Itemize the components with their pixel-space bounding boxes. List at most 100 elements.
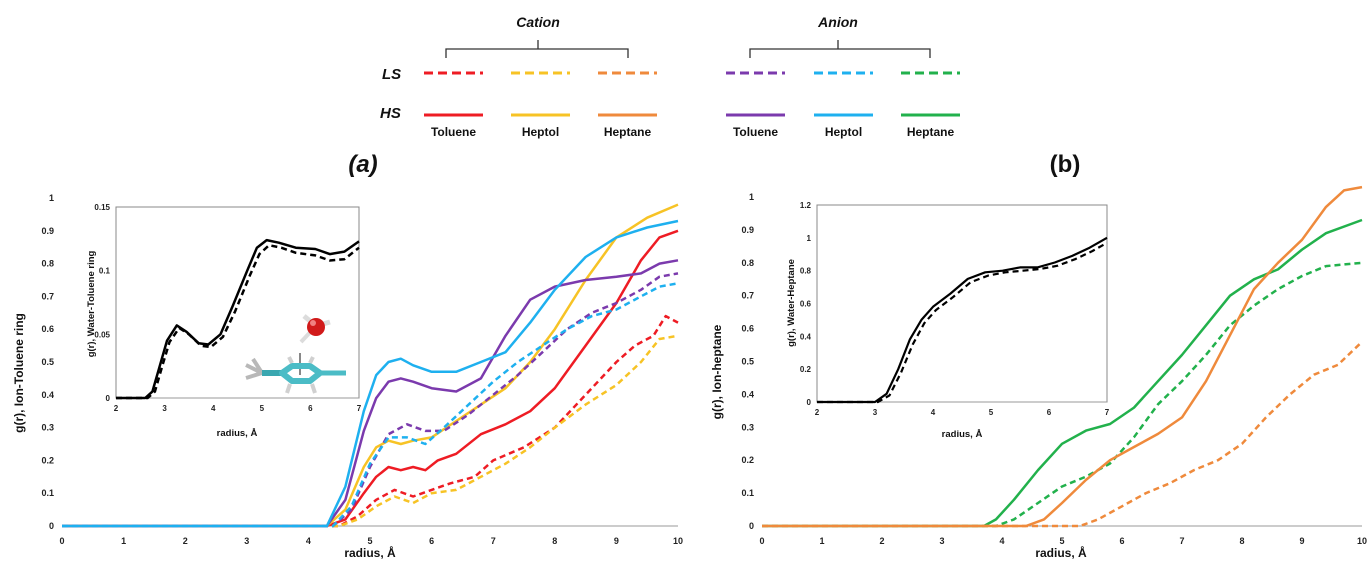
legend-row-ls: LS [382, 66, 401, 83]
inset-a-y-tick-label: 0.15 [94, 203, 110, 212]
panel-a-x-tick-label: 10 [673, 536, 683, 546]
chart-panel-b: g(r), Ion-heptane radius, Å 0 1 2 3 4 5 6 7 8 9 10… [710, 185, 1367, 560]
panel-a-x-tick-label: 2 [183, 536, 188, 546]
inset-a-x-tick-label: 2 [114, 404, 119, 413]
panel-a-y-tick-label: 0.9 [41, 226, 54, 236]
legend-label-anion-toluene: Toluene [733, 125, 778, 139]
panel-b-y-tick-label: 0 [749, 521, 754, 531]
panel-b-x-tick-label: 9 [1299, 536, 1304, 546]
panel-b-y-tick-label: 0.6 [741, 324, 754, 334]
panel-b-y-tick-label: 0.4 [741, 389, 754, 399]
inset-a-ylabel: g(r), Water-Toluene ring [86, 251, 97, 358]
panel-a-y-tick-label: 0.6 [41, 324, 54, 334]
legend-group-cation: Cation [516, 14, 560, 30]
panel-b-y-tick-label: 1 [749, 192, 754, 202]
panel-a-x-tick-label: 7 [491, 536, 496, 546]
panel-a-y-tick-label: 0.5 [41, 357, 54, 367]
legend: Cation Anion LS HS Toluene Heptol Heptane T… [380, 14, 960, 139]
inset-panel-b: g(r), Water-Heptane radius, Å 2 3 4 5 6 7 0 0.2… [786, 201, 1110, 440]
panel-a-y-tick-label: 0.1 [41, 488, 54, 498]
chart-panel-a: g(r), Ion-Toluene ring radius, Å 0 1 2 3 4 5 6… [12, 193, 683, 560]
panel-b-y-tick-label: 0.5 [741, 357, 754, 367]
legend-group-anion: Anion [817, 14, 858, 30]
panel-a-x-tick-label: 1 [121, 536, 126, 546]
panel-b-series-anion-heptane-hs [762, 218, 1363, 528]
inset-b-xlabel: radius, Å [942, 429, 983, 440]
panel-a-series-anion-toluene-ls [62, 272, 679, 528]
inset-b-x-tick-label: 3 [873, 408, 878, 417]
panel-b-series-cation-heptane-hs [762, 185, 1363, 528]
panel-b-xlabel: radius, Å [1035, 545, 1087, 560]
panel-a-y-tick-label: 0.2 [41, 455, 54, 465]
inset-b-x-tick-label: 2 [815, 408, 820, 417]
inset-a-series-ls [116, 243, 360, 400]
inset-a-xlabel: radius, Å [217, 428, 258, 439]
panel-a-series-cation-heptol-ls [62, 334, 679, 528]
inset-b-y-tick-label: 0.6 [800, 300, 812, 309]
panel-a-x-tick-label: 8 [552, 536, 557, 546]
panel-b-x-tick-label: 8 [1239, 536, 1244, 546]
panel-b-y-tick-label: 0.2 [741, 455, 754, 465]
inset-a-x-tick-label: 5 [260, 404, 265, 413]
legend-label-anion-heptane: Heptane [907, 125, 955, 139]
panel-b-x-tick-label: 5 [1059, 536, 1064, 546]
panel-a-y-tick-label: 0 [49, 521, 54, 531]
panel-label-b: (b) [1050, 151, 1081, 178]
panel-a-series-cation-heptol-hs [62, 203, 679, 528]
inset-a-x-tick-label: 7 [357, 404, 362, 413]
inset-b-y-tick-label: 0.2 [800, 365, 812, 374]
anion-bracket [749, 40, 931, 58]
panel-b-series-anion-heptane-ls [762, 261, 1363, 528]
panel-a-x-tick-label: 5 [367, 536, 372, 546]
panel-label-a: (a) [348, 151, 377, 178]
panel-a-ylabel: g(r), Ion-Toluene ring [12, 313, 26, 433]
inset-b-x-tick-label: 4 [931, 408, 936, 417]
inset-a-x-tick-label: 6 [308, 404, 313, 413]
panel-b-y-tick-label: 0.9 [741, 225, 754, 235]
panel-a-x-tick-label: 9 [614, 536, 619, 546]
panel-b-ylabel: g(r), Ion-heptane [710, 324, 724, 419]
panel-b-x-tick-label: 4 [999, 536, 1004, 546]
legend-label-cation-toluene: Toluene [431, 125, 476, 139]
panel-a-series-anion-toluene-hs [62, 259, 679, 528]
legend-row-hs: HS [380, 105, 401, 122]
inset-b-frame [816, 204, 1108, 403]
panel-b-y-tick-label: 0.7 [741, 291, 754, 301]
panel-a-x-tick-label: 6 [429, 536, 434, 546]
panel-a-series-anion-heptol-ls [62, 282, 679, 528]
inset-a-series-hs [116, 238, 360, 400]
inset-panel-a: g(r), Water-Toluene ring radius, Å 2 3 4 5 6… [86, 203, 362, 439]
panel-a-series-cation-toluene-ls [62, 314, 679, 528]
panel-b-y-tick-label: 0.3 [741, 422, 754, 432]
inset-b-series-hs [817, 236, 1108, 404]
water-toluene-molecule-image [245, 314, 346, 394]
inset-b-x-tick-label: 6 [1047, 408, 1052, 417]
panel-b-series-cation-heptane-ls [762, 340, 1363, 528]
panel-a-y-tick-label: 1 [49, 193, 54, 203]
inset-a-y-tick-label: 0 [106, 394, 111, 403]
legend-label-anion-heptol: Heptol [825, 125, 862, 139]
panel-a-y-tick-label: 0.3 [41, 423, 54, 433]
panel-b-x-tick-label: 1 [819, 536, 824, 546]
inset-b-series-ls [817, 241, 1108, 404]
panel-a-y-tick-label: 0.7 [41, 291, 54, 301]
panel-a-x-tick-label: 0 [59, 536, 64, 546]
panel-b-x-tick-label: 0 [759, 536, 764, 546]
panel-a-x-tick-label: 4 [306, 536, 311, 546]
inset-a-x-tick-label: 3 [162, 404, 167, 413]
inset-b-y-tick-label: 0.8 [800, 267, 812, 276]
panel-b-x-tick-label: 3 [939, 536, 944, 546]
panel-b-x-tick-label: 10 [1357, 536, 1367, 546]
panel-b-y-tick-label: 0.8 [741, 258, 754, 268]
panel-b-x-tick-label: 2 [879, 536, 884, 546]
inset-a-y-tick-label: 0.05 [94, 330, 110, 339]
panel-a-x-tick-label: 3 [244, 536, 249, 546]
panel-b-y-tick-label: 0.1 [741, 488, 754, 498]
panel-b-x-tick-label: 6 [1119, 536, 1124, 546]
panel-a-y-tick-label: 0.4 [41, 390, 54, 400]
panel-a-series-anion-heptol-hs [62, 219, 679, 528]
panel-a-y-tick-label: 0.8 [41, 259, 54, 269]
cation-bracket [445, 40, 629, 58]
inset-a-y-tick-label: 0.1 [99, 267, 111, 276]
